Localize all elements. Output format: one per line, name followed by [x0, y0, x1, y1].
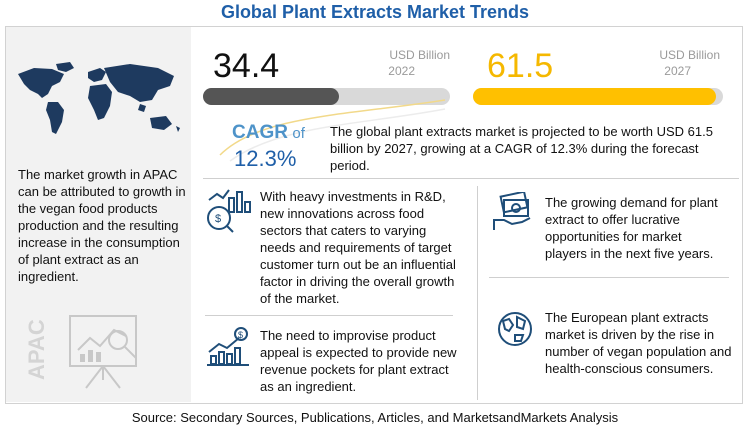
- market-size-2027: 61.5: [487, 47, 554, 85]
- cagr-label: CAGR of: [232, 122, 305, 144]
- apac-vertical-label: APAC: [24, 319, 49, 381]
- vertical-divider: [477, 186, 478, 400]
- market-size-2022: 34.4: [213, 47, 280, 85]
- globe-icon: [498, 312, 532, 346]
- page-title: Global Plant Extracts Market Trends: [220, 2, 530, 22]
- apac-description: The market growth in APAC can be attribu…: [18, 167, 186, 284]
- cagr-value: 12.3%: [234, 146, 297, 171]
- source-note: Source: Secondary Sources, Publications,…: [131, 410, 619, 425]
- driver-divider-right: [489, 277, 729, 278]
- investment-chart-icon: $: [207, 189, 251, 233]
- driver-text-1: With heavy investments in R&D, new innov…: [260, 189, 456, 306]
- driver-text-3: The need to improvise product appeal is …: [260, 328, 457, 394]
- unit-2027: USD Billion: [659, 48, 720, 62]
- driver-divider-left: [205, 315, 453, 316]
- progress-fill-2027: [473, 88, 716, 105]
- progress-bar-2027: [473, 88, 723, 105]
- year-2022: 2022: [388, 64, 415, 78]
- year-2027: 2027: [664, 64, 691, 78]
- svg-text:$: $: [238, 330, 243, 340]
- cagr-label-text: CAGR: [232, 122, 288, 143]
- money-hand-icon: [493, 192, 531, 230]
- progress-fill-2022: [203, 88, 339, 105]
- cagr-description: The global plant extracts market is proj…: [330, 124, 713, 173]
- horizontal-divider: [203, 178, 739, 179]
- growth-bars-icon: $: [207, 327, 249, 366]
- driver-text-2: The growing demand for plant extract to …: [545, 195, 718, 261]
- cagr-label-of: of: [292, 125, 305, 142]
- driver-text-4: The European plant extracts market is dr…: [545, 310, 732, 376]
- progress-bar-2022: [203, 88, 450, 105]
- world-map-icon: [18, 62, 180, 134]
- decorative-curve: [219, 99, 446, 162]
- unit-2022: USD Billion: [389, 48, 450, 62]
- svg-text:$: $: [215, 213, 221, 225]
- analysis-board-icon: [69, 315, 137, 389]
